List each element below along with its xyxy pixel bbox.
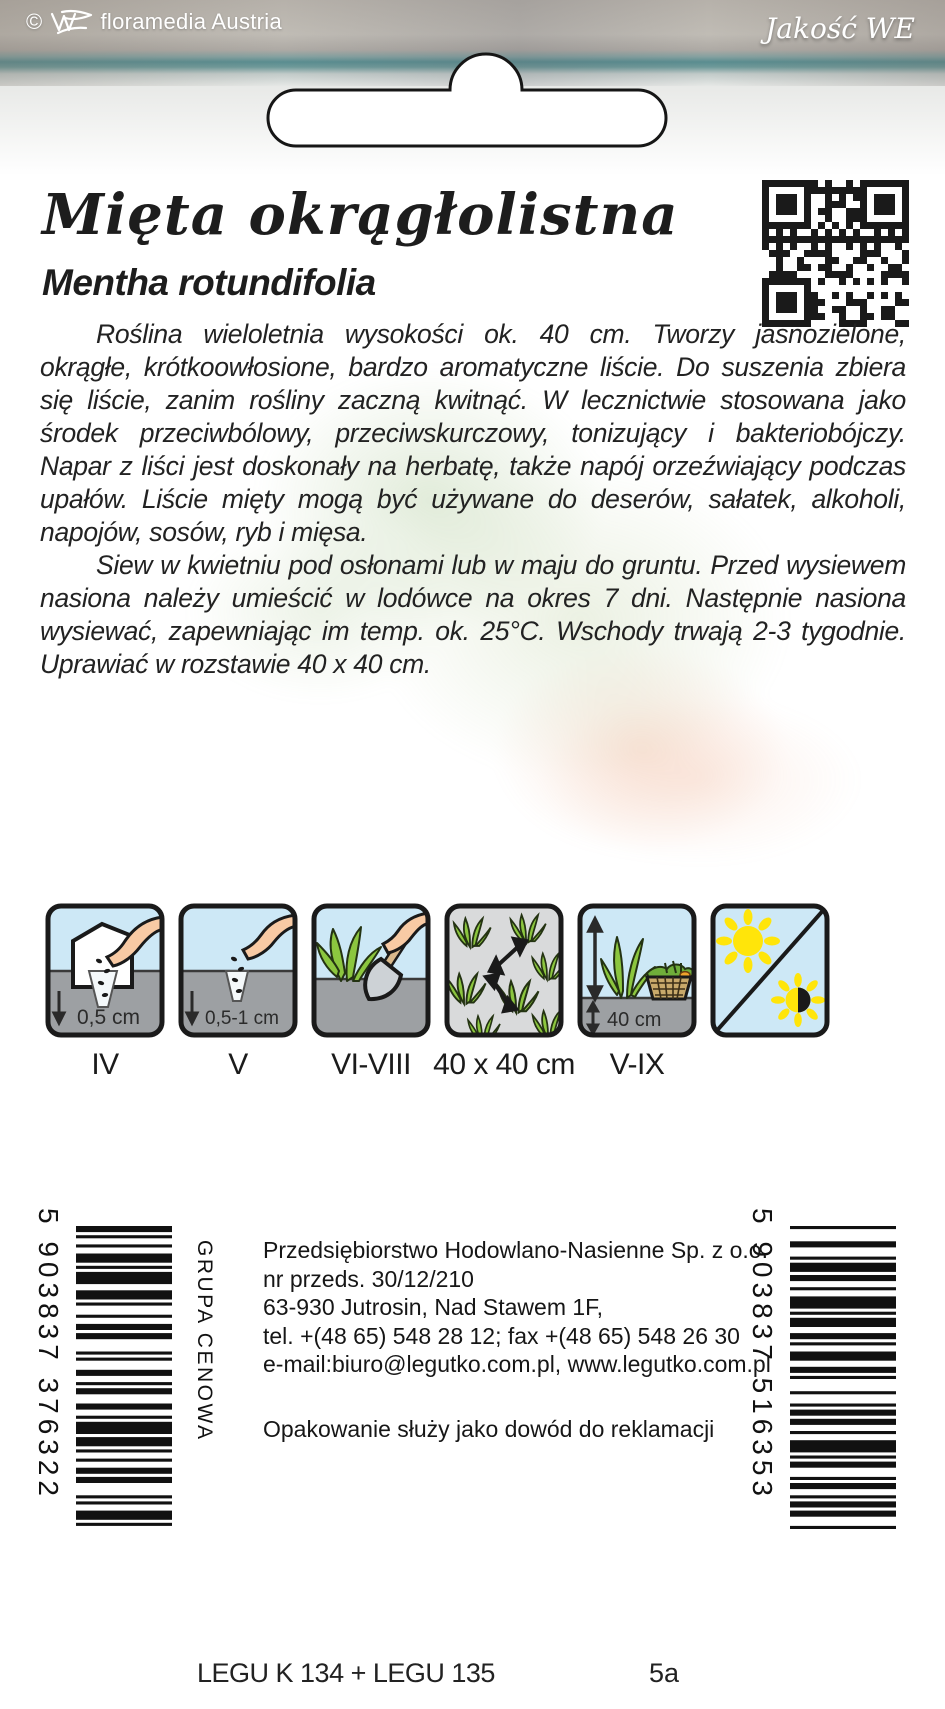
pictogram-month-label: V-IX: [609, 1048, 665, 1081]
producer-registration: nr przeds. 30/12/210: [263, 1265, 474, 1292]
pictogram-month-label: IV: [91, 1048, 119, 1081]
pictogram-month-label: V: [228, 1048, 248, 1081]
plant-spacing-icon: [444, 903, 564, 1038]
description-paragraph: Roślina wieloletnia wysokości ok. 40 cm.…: [40, 319, 906, 547]
qr-code: [762, 180, 909, 327]
packaging-claim-note: Opakowanie służy jako dowód do reklamacj…: [263, 1416, 715, 1442]
sowing-direct-icon: 0,5-1 cm: [178, 903, 298, 1038]
floramedia-logo-icon: [50, 9, 94, 35]
sowing-paragraph: Siew w kwietniu pod osłonami lub w maju …: [40, 550, 906, 679]
pictogram-sowing-direct: 0,5-1 cm V: [178, 903, 298, 1082]
description-block: Roślina wieloletnia wysokości ok. 40 cm.…: [40, 318, 906, 681]
plant-height-icon: 40 cm: [577, 903, 697, 1038]
producer-address: 63-930 Jutrosin, Nad Stawem 1F,: [263, 1294, 604, 1320]
price-group-label: GRUPA CENOWA: [193, 1240, 216, 1442]
sowing-depth-value: 0,5 cm: [77, 1006, 140, 1029]
pictogram-spacing-label: 40 x 40 cm: [433, 1048, 575, 1081]
pictogram-sun-partial-shade: [710, 903, 830, 1082]
pictogram-sowing-under-cover: 0,5 cm IV: [45, 903, 165, 1082]
pictogram-plant-height: 40 cm V-IX: [577, 903, 697, 1082]
page-code: 5a: [649, 1658, 680, 1688]
producer-info: Przedsiębiorstwo Hodowlano-Nasienne Sp. …: [263, 1236, 771, 1379]
quality-label: Jakość WE: [765, 12, 915, 45]
producer-name: Przedsiębiorstwo Hodowlano-Nasienne Sp. …: [263, 1237, 768, 1263]
batch-code: LEGU K 134 + LEGU 135: [197, 1658, 495, 1688]
sun-partial-shade-icon: [710, 903, 830, 1038]
transplanting-icon: [311, 903, 431, 1038]
barcode-bars-left: [76, 1226, 172, 1532]
sowing-depth-value: 0,5-1 cm: [205, 1008, 279, 1029]
producer-email-web: e-mail:biuro@legutko.com.pl, www.legutko…: [263, 1351, 771, 1377]
pictogram-spacing: 40 x 40 cm: [433, 903, 575, 1082]
cultivation-pictograms: 0,5 cm IV: [45, 903, 830, 1082]
credit-label: floramedia Austria: [100, 9, 283, 34]
sowing-under-cover-icon: 0,5 cm: [45, 903, 165, 1038]
floramedia-credit: © floramedia Austria: [26, 9, 282, 35]
pictogram-month-label: VI-VIII: [331, 1048, 411, 1081]
hang-tab-cutout: [266, 52, 668, 148]
producer-phone-fax: tel. +(48 65) 548 28 12; fax +(48 65) 54…: [263, 1322, 740, 1349]
barcode-digits-left: 5 903837 376322: [33, 1208, 64, 1501]
copyright-symbol: ©: [26, 9, 43, 34]
plant-height-value: 40 cm: [607, 1009, 661, 1031]
pictogram-transplanting: VI-VIII: [311, 903, 431, 1082]
barcode-bars-right: [790, 1226, 896, 1532]
plant-name-title: Mięta okrągłolistna: [42, 182, 679, 248]
latin-name-subtitle: Mentha rotundifolia: [42, 262, 376, 303]
